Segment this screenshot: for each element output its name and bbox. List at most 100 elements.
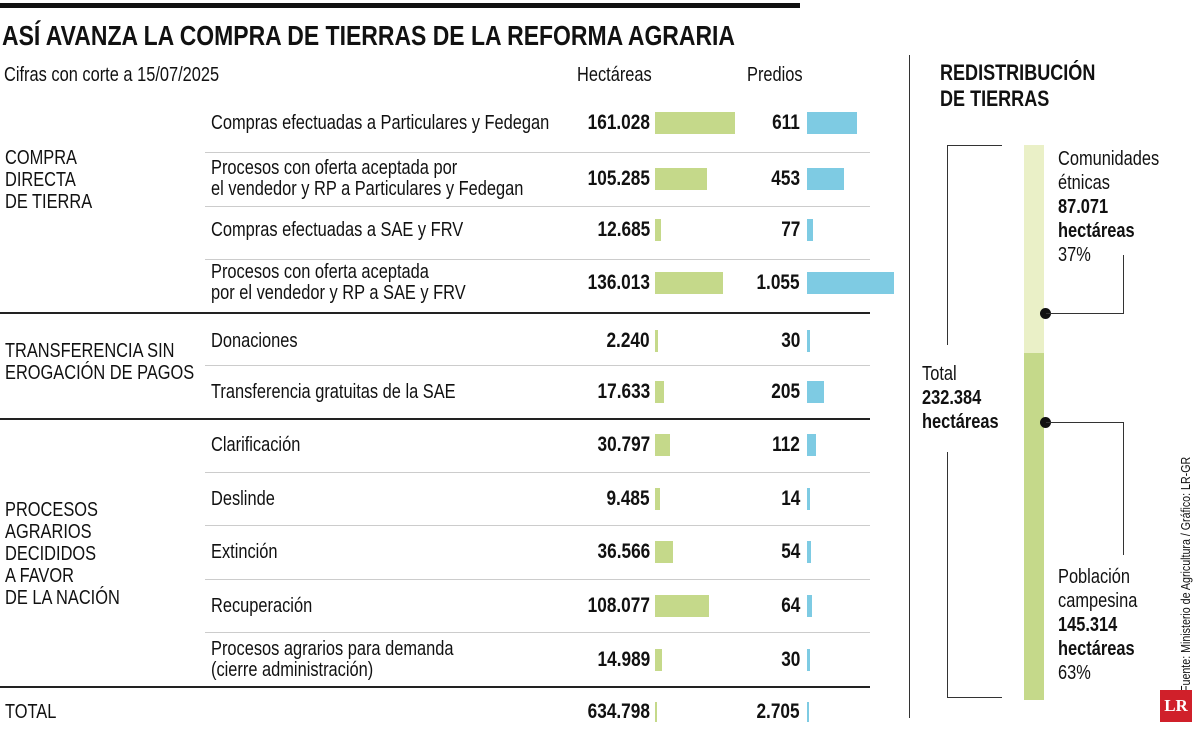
- predios-bar: [807, 595, 813, 617]
- bracket-top: [947, 145, 1002, 146]
- total-hectareas: 634.798: [587, 700, 650, 723]
- row-label: Procesos con oferta aceptada: [211, 261, 429, 283]
- group-label: DE TIERRA: [5, 191, 93, 213]
- hectareas-value: 105.285: [587, 167, 650, 190]
- predios-value: 205: [771, 380, 800, 403]
- segment-bar-campesina: [1024, 352, 1044, 700]
- predios-value: 64: [780, 594, 800, 617]
- page-title: ASÍ AVANZA LA COMPRA DE TIERRAS DE LA RE…: [2, 20, 736, 51]
- predios-bar: [807, 168, 845, 190]
- hectareas-value: 17.633: [597, 380, 650, 403]
- callout-line-campesina-v: [1123, 422, 1124, 555]
- predios-value: 1.055: [756, 271, 800, 294]
- group-label: DE LA NACIÓN: [5, 587, 120, 609]
- lr-logo: LR: [1160, 690, 1192, 722]
- callout-dot-campesina: [1040, 417, 1051, 428]
- row-label: Recuperación: [211, 594, 313, 617]
- row-label: (cierre administración): [211, 659, 374, 681]
- hectareas-value: 14.989: [597, 648, 650, 671]
- row-label: Clarificación: [211, 433, 301, 456]
- redistribution-title: REDISTRIBUCIÓN DE TIERRAS: [940, 60, 1096, 111]
- predios-bar: [807, 649, 810, 671]
- group-label: EROGACIÓN DE PAGOS: [5, 362, 195, 384]
- hectareas-bar: [655, 112, 735, 134]
- hectareas-value: 36.566: [597, 540, 650, 563]
- column-header-predios: Predios: [747, 64, 803, 86]
- hectareas-value: 12.685: [597, 218, 650, 241]
- hectareas-bar: [655, 649, 663, 671]
- row-label: Procesos con oferta aceptada por: [211, 157, 458, 179]
- hectareas-bar: [655, 330, 658, 352]
- row-label: Deslinde: [211, 487, 275, 510]
- predios-value: 30: [780, 329, 800, 352]
- row-divider: [205, 579, 870, 580]
- group-label: TRANSFERENCIA SIN: [5, 340, 175, 362]
- predios-bar: [807, 112, 858, 134]
- hectareas-bar: [655, 219, 662, 241]
- hectareas-bar: [655, 168, 708, 190]
- segment-bar-etnicas: [1024, 145, 1044, 353]
- callout-dot-etnicas: [1040, 308, 1051, 319]
- callout-line-etnicas-v: [1123, 255, 1124, 314]
- row-divider: [205, 632, 870, 633]
- hectareas-bar: [655, 434, 671, 456]
- predios-bar: [807, 434, 817, 456]
- row-label: Procesos agrarios para demanda: [211, 638, 454, 660]
- segment-campesina: Población campesina 145.314 hectáreas 63…: [1058, 566, 1138, 684]
- group-label: A FAVOR: [5, 565, 74, 587]
- row-divider: [205, 259, 870, 260]
- bracket-upper: [947, 145, 948, 345]
- predios-bar: [807, 381, 824, 403]
- row-divider: [205, 472, 870, 473]
- row-label: Extinción: [211, 540, 278, 563]
- predios-value: 77: [780, 218, 800, 241]
- hectareas-value: 108.077: [587, 594, 650, 617]
- section-divider: [0, 312, 870, 314]
- predios-value: 112: [772, 433, 800, 456]
- predios-value: 453: [771, 167, 800, 190]
- total-block: Total 232.384 hectáreas: [922, 363, 999, 433]
- group-label: DECIDIDOS: [5, 543, 97, 565]
- group-label: DIRECTA: [5, 169, 76, 191]
- row-label: el vendedor y RP a Particulares y Fedega…: [211, 178, 524, 200]
- predios-value: 611: [772, 111, 800, 134]
- row-divider: [205, 525, 870, 526]
- hectareas-bar: [655, 272, 723, 294]
- source-note: Fuente: Ministerio de Agricultura / Gráf…: [1178, 456, 1193, 692]
- group-label: AGRARIOS: [5, 521, 92, 543]
- row-label: Compras efectuadas a Particulares y Fede…: [211, 111, 550, 134]
- predios-value: 54: [780, 540, 800, 563]
- total-label: TOTAL: [5, 701, 57, 723]
- total-predios-bar: [807, 702, 809, 722]
- hectareas-value: 136.013: [587, 271, 650, 294]
- predios-bar: [807, 488, 810, 510]
- predios-value: 14: [780, 487, 800, 510]
- segment-etnicas: Comunidades étnicas 87.071 hectáreas 37%: [1058, 148, 1160, 266]
- top-rule: [0, 3, 800, 8]
- row-divider: [205, 152, 870, 153]
- row-label: Donaciones: [211, 329, 298, 352]
- predios-value: 30: [780, 648, 800, 671]
- total-hectareas-bar: [655, 702, 657, 722]
- row-label: por el vendedor y RP a SAE y FRV: [211, 282, 466, 304]
- group-label: COMPRA: [5, 147, 77, 169]
- predios-bar: [807, 541, 812, 563]
- section-divider: [0, 418, 870, 420]
- hectareas-value: 2.240: [606, 329, 650, 352]
- hectareas-value: 30.797: [597, 433, 650, 456]
- predios-bar: [807, 219, 814, 241]
- hectareas-bar: [655, 488, 660, 510]
- callout-line-etnicas: [1046, 313, 1124, 314]
- panel-divider: [909, 55, 910, 718]
- row-label: Transferencia gratuitas de la SAE: [211, 380, 456, 403]
- hectareas-bar: [655, 541, 674, 563]
- bracket-bottom: [947, 697, 1002, 698]
- hectareas-value: 161.028: [587, 111, 650, 134]
- bracket-lower: [947, 452, 948, 698]
- section-divider: [0, 686, 870, 688]
- total-predios: 2.705: [756, 700, 800, 723]
- column-header-hectareas: Hectáreas: [577, 64, 652, 86]
- callout-line-campesina: [1046, 422, 1124, 423]
- group-label: PROCESOS: [5, 499, 98, 521]
- hectareas-bar: [655, 595, 709, 617]
